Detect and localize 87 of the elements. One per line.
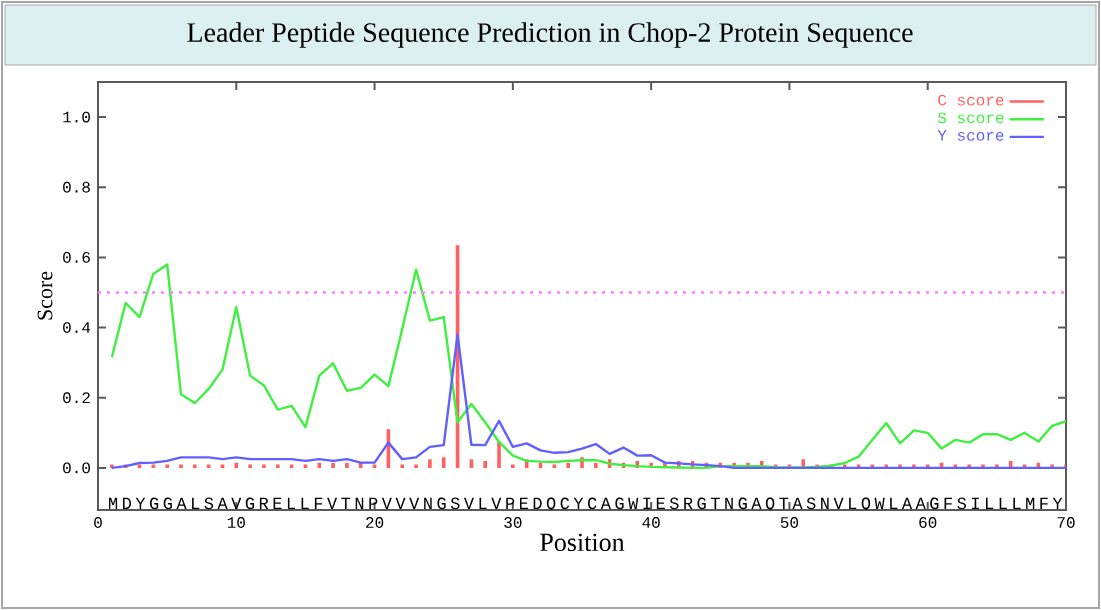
annotation: C	[588, 497, 597, 510]
x-tick-label: 50	[780, 517, 799, 528]
annotation: G	[930, 497, 939, 510]
annotation: W	[628, 497, 639, 509]
annotation: G	[437, 497, 446, 510]
legend-label: C score	[938, 94, 1004, 106]
y-tick-label: 0.2	[63, 392, 90, 404]
annotation: C	[560, 497, 570, 510]
annotation: E	[656, 497, 665, 509]
annotation: N	[424, 497, 432, 509]
legend-label: Y score	[937, 130, 1004, 141]
y-tick-label: 0.0	[63, 462, 90, 474]
annotation: T	[710, 497, 720, 509]
legend-label: S score	[937, 112, 1004, 124]
annotation: V	[463, 497, 474, 509]
x-tick-label: 20	[366, 517, 384, 528]
annotation: P	[506, 497, 515, 509]
annotation: A	[600, 497, 611, 509]
annotation: D	[123, 497, 132, 509]
annotation: V	[491, 497, 502, 509]
x-tick-label: 70	[1057, 517, 1075, 528]
annotation: M	[1026, 497, 1035, 509]
chart-title: Leader Peptide Sequence Prediction in Chop-2 Protein Sequence	[187, 22, 913, 48]
annotation: V	[833, 497, 844, 509]
x-tick-label: 10	[227, 517, 245, 528]
annotation: E	[273, 497, 282, 509]
y-tick-label: 1.0	[63, 111, 90, 123]
annotation: G	[245, 497, 255, 510]
annotation: A	[217, 497, 228, 509]
annotation: G	[149, 497, 159, 510]
annotation: V	[381, 497, 392, 509]
annotation: G	[697, 497, 706, 510]
annotation: S	[450, 497, 460, 510]
annotation: R	[259, 497, 269, 509]
annotation: P	[369, 497, 378, 509]
x-tick-label: 40	[642, 517, 660, 528]
annotation: T	[341, 497, 351, 509]
annotation: L	[986, 497, 994, 509]
annotation: D	[533, 497, 542, 509]
annotation: M	[109, 497, 118, 509]
x-tick-label: 0	[94, 517, 102, 528]
annotation: A	[792, 497, 803, 509]
annotation: L	[192, 497, 200, 509]
annotation: A	[915, 497, 926, 509]
annotation: L	[287, 497, 296, 509]
annotation: L	[849, 497, 857, 509]
x-axis-title: Position	[540, 533, 625, 552]
annotation: V	[395, 497, 406, 509]
annotation: Y	[135, 497, 146, 509]
annotation: L	[890, 497, 898, 509]
annotation: A	[901, 497, 913, 509]
annotation: I	[643, 497, 651, 509]
annotation: V	[231, 497, 242, 509]
annotation: S	[806, 497, 816, 510]
y-tick-label: 0.4	[63, 322, 91, 333]
annotation: S	[204, 497, 214, 510]
annotation: L	[999, 497, 1007, 509]
annotation: Y	[573, 497, 584, 509]
annotation: T	[779, 497, 789, 509]
annotation: V	[327, 497, 338, 509]
annotation: L	[479, 497, 487, 509]
annotation: F	[944, 497, 952, 509]
annotation: Y	[1052, 497, 1063, 509]
annotation: V	[409, 497, 420, 509]
annotation: L	[301, 497, 309, 509]
annotation: A	[751, 497, 762, 509]
annotation: F	[314, 497, 323, 509]
y-tick-label: 0.8	[63, 181, 90, 193]
annotation: G	[163, 497, 172, 510]
annotation: G	[615, 497, 624, 510]
annotation: A	[176, 497, 187, 509]
annotation: L	[1013, 497, 1021, 509]
x-tick-label: 30	[504, 517, 522, 528]
annotation: I	[972, 497, 979, 509]
annotation: N	[355, 497, 364, 509]
annotation: R	[684, 497, 693, 509]
annotation: W	[874, 497, 885, 509]
annotation: E	[519, 497, 528, 509]
annotation: S	[669, 497, 679, 510]
y-tick-label: 0.6	[63, 251, 90, 263]
y-axis-title: Score	[37, 271, 53, 320]
annotation: N	[821, 497, 829, 509]
annotation: G	[738, 497, 747, 510]
annotation: N	[725, 497, 733, 509]
annotation: F	[1040, 497, 1048, 509]
x-tick-label: 60	[919, 517, 937, 528]
annotation: S	[957, 497, 967, 510]
